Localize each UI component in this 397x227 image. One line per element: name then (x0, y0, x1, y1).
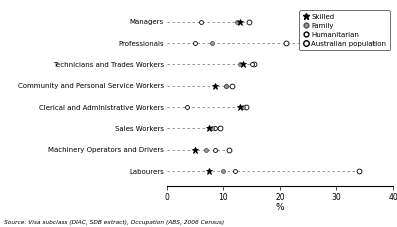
X-axis label: %: % (276, 203, 284, 212)
Legend: Skilled, Family, Humanitarian, Australian population: Skilled, Family, Humanitarian, Australia… (299, 10, 389, 50)
Text: Source: Visa subclass (DIAC, SDB extract), Occupation (ABS, 2006 Census): Source: Visa subclass (DIAC, SDB extract… (4, 220, 224, 225)
